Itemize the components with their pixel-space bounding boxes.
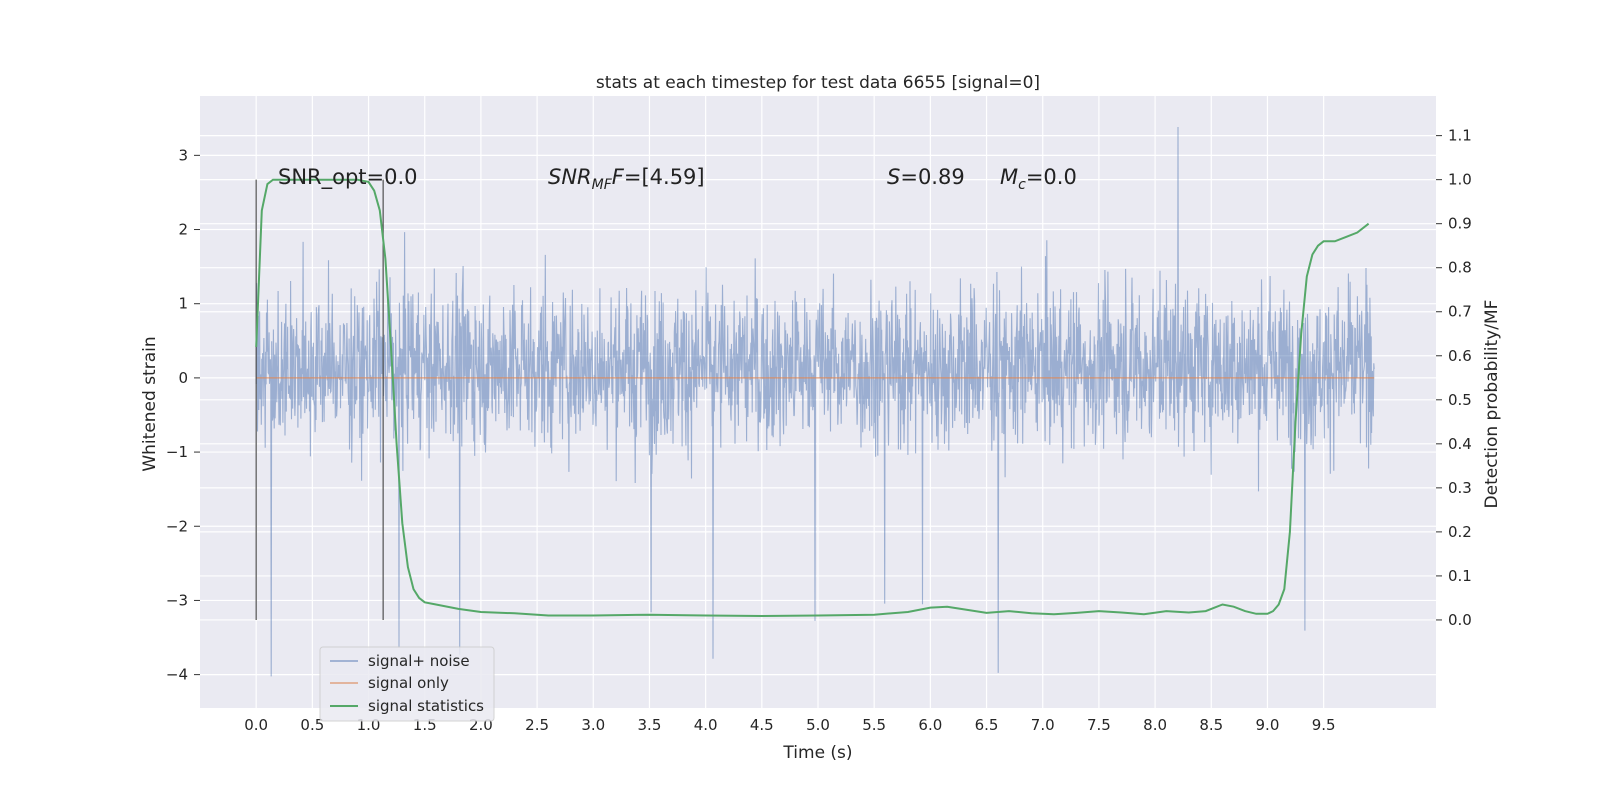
y-right-tick-3: 0.8 [1448,259,1472,277]
x-tick-8: 4.0 [694,716,718,734]
legend-label-signal-noise: signal+ noise [368,652,470,670]
vertical-markers [255,179,384,620]
y-left-tick-6: −3 [166,591,188,609]
annotation-mc: Mc=0.0 [1000,165,1077,193]
legend: signal+ noise signal only signal statist… [319,646,495,722]
y-right-tick-10: 0.1 [1448,567,1472,585]
signal-noise-series [255,126,1375,677]
x-tick-12: 6.0 [918,716,942,734]
signal-statistics-series [255,178,1370,618]
y-axis-right-label: Detection probability/MF [1482,300,1502,509]
y-right-tick-9: 0.2 [1448,523,1472,541]
y-left-tick-1: 2 [178,221,188,239]
y-right-tick-1: 1.0 [1448,171,1472,189]
x-axis-label: Time (s) [782,743,852,763]
y-right-tick-4: 0.7 [1448,303,1472,321]
y-left-tick-7: −4 [166,666,188,684]
y-left-tick-5: −2 [166,517,188,535]
y-right-tick-7: 0.4 [1448,435,1472,453]
y-right-tick-8: 0.3 [1448,479,1472,497]
x-tick-14: 7.0 [1031,716,1055,734]
x-tick-5: 2.5 [525,716,549,734]
y-left-tick-4: −1 [166,443,188,461]
x-tick-1: 0.5 [300,716,324,734]
chart-title: stats at each timestep for test data 665… [596,73,1040,93]
y-axis-left-label: Whitened strain [140,336,160,471]
x-tick-0: 0.0 [244,716,268,734]
x-tick-18: 9.0 [1256,716,1280,734]
x-tick-7: 3.5 [638,716,662,734]
y-right-tick-5: 0.6 [1448,347,1472,365]
y-right-tick-labels: 1.1 1.0 0.9 0.8 0.7 0.6 0.5 0.4 0.3 0.2 0.1 0.0 [1436,127,1472,629]
y-right-tick-2: 0.9 [1448,215,1472,233]
x-tick-16: 8.0 [1143,716,1167,734]
x-tick-19: 9.5 [1312,716,1336,734]
x-tick-labels: 0.0 0.5 1.0 1.5 2.0 2.5 3.0 3.5 4.0 4.5 5.0 5.5 6.0 6… [244,716,1335,734]
x-tick-10: 5.0 [806,716,830,734]
x-tick-6: 3.0 [581,716,605,734]
annotation-s: S=0.89 [887,165,965,189]
signal-noise-line [255,126,1375,677]
x-tick-11: 5.5 [862,716,886,734]
legend-label-signal-statistics: signal statistics [368,697,484,715]
legend-label-signal-only: signal only [368,674,449,692]
x-tick-15: 7.5 [1087,716,1111,734]
y-right-tick-6: 0.5 [1448,391,1472,409]
x-tick-9: 4.5 [750,716,774,734]
y-right-tick-0: 1.1 [1448,127,1472,145]
x-tick-17: 8.5 [1199,716,1223,734]
legend-box [319,646,495,722]
x-tick-13: 6.5 [975,716,999,734]
y-right-tick-11: 0.0 [1448,611,1472,629]
grid [200,96,1436,708]
y-left-tick-3: 0 [178,369,188,387]
y-left-tick-2: 1 [178,295,188,313]
annotation-snr-mf: SNRMFF=[4.59] [548,165,705,193]
annotation-snr-opt: SNR_opt=0.0 [278,165,418,190]
y-left-tick-labels: 3 2 1 0 −1 −2 −3 −4 [166,146,200,684]
y-left-tick-0: 3 [178,146,188,164]
